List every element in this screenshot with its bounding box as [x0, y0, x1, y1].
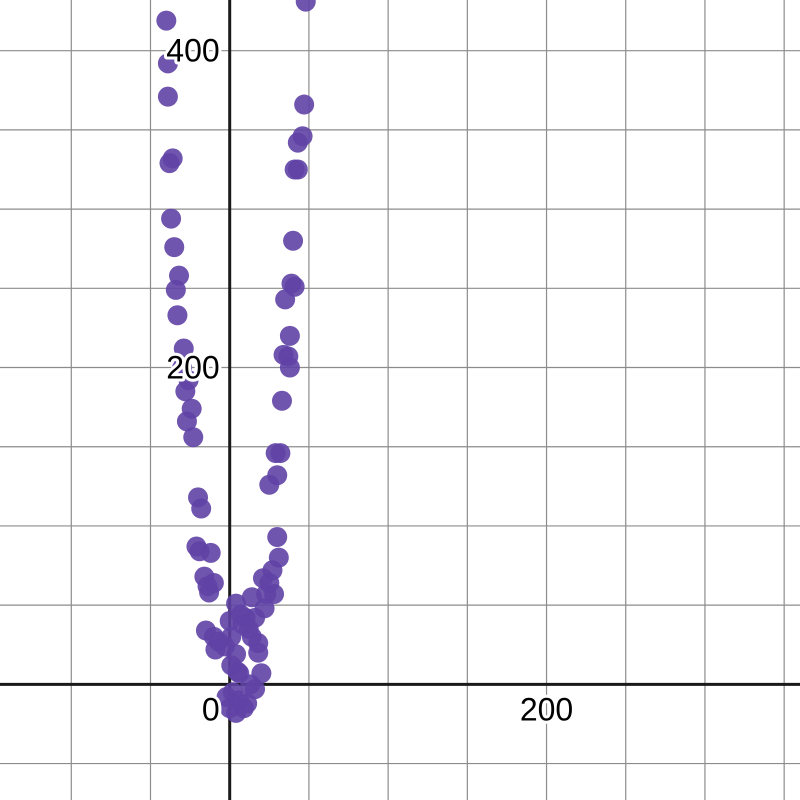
- data-point[interactable]: [287, 159, 308, 180]
- data-point[interactable]: [270, 443, 291, 464]
- data-point[interactable]: [175, 381, 196, 402]
- data-point[interactable]: [295, 0, 316, 12]
- data-point[interactable]: [240, 674, 261, 695]
- data-point[interactable]: [164, 237, 185, 258]
- data-point[interactable]: [157, 86, 178, 107]
- data-points: [156, 0, 316, 723]
- data-point[interactable]: [279, 357, 300, 378]
- data-point[interactable]: [271, 390, 292, 411]
- data-point[interactable]: [254, 598, 275, 619]
- data-point[interactable]: [173, 338, 194, 359]
- x-tick-label: 0: [202, 691, 220, 727]
- data-point[interactable]: [248, 642, 269, 663]
- data-point[interactable]: [200, 542, 221, 563]
- data-point[interactable]: [157, 53, 178, 74]
- data-point[interactable]: [176, 411, 197, 432]
- data-point[interactable]: [165, 279, 186, 300]
- data-point[interactable]: [159, 153, 180, 174]
- data-point[interactable]: [156, 10, 177, 31]
- data-point[interactable]: [161, 208, 182, 229]
- data-point[interactable]: [191, 498, 212, 519]
- tick-labels: 0 200 200 400: [163, 30, 576, 731]
- data-point[interactable]: [294, 94, 315, 115]
- data-point[interactable]: [283, 230, 304, 251]
- x-tick-label: 200: [520, 691, 573, 727]
- data-point[interactable]: [221, 655, 242, 676]
- data-point[interactable]: [267, 527, 288, 548]
- data-point[interactable]: [292, 126, 313, 147]
- data-point[interactable]: [199, 582, 220, 603]
- y-tick-label: 400: [166, 33, 219, 69]
- data-point[interactable]: [268, 547, 289, 568]
- data-point[interactable]: [167, 305, 188, 326]
- data-point[interactable]: [279, 325, 300, 346]
- data-point[interactable]: [267, 465, 288, 486]
- data-point[interactable]: [241, 626, 262, 647]
- data-point[interactable]: [183, 427, 204, 448]
- y-tick-label: 200: [166, 350, 219, 386]
- data-point[interactable]: [284, 276, 305, 297]
- data-point[interactable]: [264, 584, 285, 605]
